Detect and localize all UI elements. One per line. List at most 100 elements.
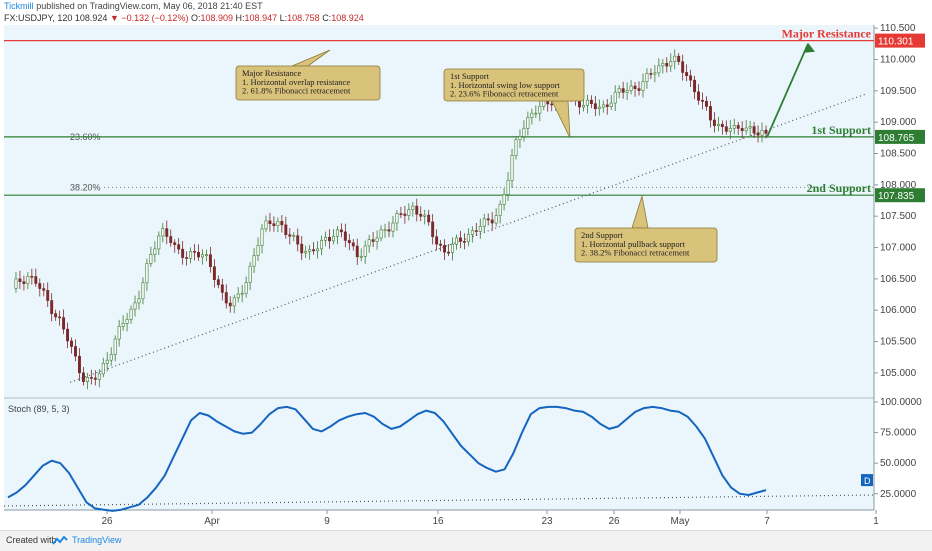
candle-body <box>478 226 482 232</box>
candle-body <box>415 205 419 215</box>
candle-body <box>633 85 637 89</box>
candle-body <box>149 254 153 264</box>
stoch-title: Stoch (89, 5, 3) <box>8 404 70 414</box>
candle-body <box>58 316 62 319</box>
price-pane[interactable] <box>4 25 874 398</box>
candle-body <box>764 129 768 134</box>
candle-body <box>466 234 470 243</box>
tradingview-brand[interactable]: TradingView <box>72 535 122 545</box>
candle-body <box>697 91 701 101</box>
candle-body <box>236 293 240 299</box>
candle-body <box>407 209 411 216</box>
candle-body <box>530 112 534 118</box>
last-price: 108.924 <box>74 13 108 23</box>
close-value: 108.924 <box>331 13 364 23</box>
price-tick-label: 106.000 <box>880 305 917 316</box>
candle-body <box>705 100 708 107</box>
candle-body <box>268 220 272 224</box>
candle-body <box>431 221 435 238</box>
candle-body <box>597 106 601 110</box>
projection-arrow[interactable] <box>766 43 809 138</box>
candle-body <box>371 239 375 242</box>
candle-body <box>89 377 93 379</box>
price-tick-label: 108.500 <box>880 149 917 160</box>
candle-body <box>395 213 399 224</box>
candle-body <box>593 103 597 110</box>
candle-body <box>585 99 589 106</box>
candle-body <box>288 234 292 237</box>
level-price-tag <box>875 188 925 203</box>
candle-body <box>645 73 649 82</box>
candle-body <box>276 221 280 227</box>
level-price-tag <box>875 129 925 144</box>
candle-body <box>185 257 189 259</box>
candle-body <box>208 254 212 267</box>
candle-body <box>169 236 173 243</box>
candle-body <box>153 248 157 255</box>
price-tick-label: 107.500 <box>880 211 917 222</box>
candle-body <box>486 218 490 221</box>
stoch-d-tag <box>861 474 873 487</box>
candle-body <box>601 104 605 108</box>
symbol-legend: FX:USDJPY, 120 108.924 ▼ −0.132 (−0.12%)… <box>4 13 364 23</box>
candle-body <box>506 179 510 195</box>
callout-line: 2. 23.6% Fibonacci retracement <box>450 89 559 99</box>
price-tick-label: 105.000 <box>880 368 917 379</box>
callout-box[interactable] <box>574 227 718 263</box>
author-name[interactable]: Tickmill <box>4 1 34 11</box>
candle-body <box>272 223 276 227</box>
candle-body <box>331 235 335 242</box>
candle-body <box>351 242 355 247</box>
candle-body <box>514 139 518 156</box>
candle-body <box>454 237 458 245</box>
callout-box[interactable] <box>235 65 381 101</box>
candle-body <box>609 102 613 107</box>
candle-body <box>38 283 42 289</box>
candle-body <box>316 248 320 252</box>
candle-body <box>443 245 447 253</box>
candle-body <box>760 129 764 136</box>
callout-box[interactable] <box>443 68 585 102</box>
candle-body <box>605 104 609 107</box>
candle-body <box>423 214 427 217</box>
candle-body <box>581 104 585 108</box>
stoch-d-line[interactable] <box>7 405 767 512</box>
candle-body <box>736 125 740 129</box>
price-tick-label: 105.500 <box>880 337 917 348</box>
candle-body <box>161 228 165 237</box>
candle-body <box>542 100 546 107</box>
candle-body <box>462 241 466 243</box>
footer-bar: Created with TradingView <box>0 530 932 551</box>
candle-body <box>534 112 538 115</box>
candle-body <box>522 127 526 137</box>
candle-body <box>383 229 387 231</box>
callout-line: 2. 38.2% Fibonacci retracement <box>581 248 690 258</box>
price-tick-label: 110.500 <box>880 23 916 34</box>
candle-body <box>30 275 34 278</box>
time-tick-label: 7 <box>764 516 770 527</box>
candle-body <box>458 237 462 242</box>
time-tick-label: 1 <box>873 516 879 527</box>
candle-body <box>228 302 232 307</box>
candle-body <box>538 106 542 114</box>
candle-body <box>673 55 677 62</box>
candle-body <box>97 373 101 380</box>
time-tick-label: May <box>671 516 690 527</box>
stoch-tick-label: 75.0000 <box>880 428 917 439</box>
candle-body <box>54 313 58 318</box>
candle-body <box>720 123 724 128</box>
candle-body <box>66 328 70 342</box>
chart-canvas[interactable]: 110.500 110.000 109.500 109.000 108.500 108.0… <box>0 0 932 530</box>
candle-body <box>248 265 252 283</box>
candle-body <box>387 229 391 232</box>
stoch-tick-label: 50.0000 <box>880 458 917 469</box>
time-tick-label: 23 <box>541 516 553 527</box>
price-change: −0.132 (−0.12%) <box>121 13 189 23</box>
candle-body <box>62 317 66 330</box>
candle-body <box>482 218 486 227</box>
candle-body <box>637 88 641 91</box>
candle-body <box>359 256 363 258</box>
stoch-pane[interactable] <box>4 398 874 510</box>
candle-body <box>367 239 371 247</box>
candle-body <box>42 288 46 291</box>
